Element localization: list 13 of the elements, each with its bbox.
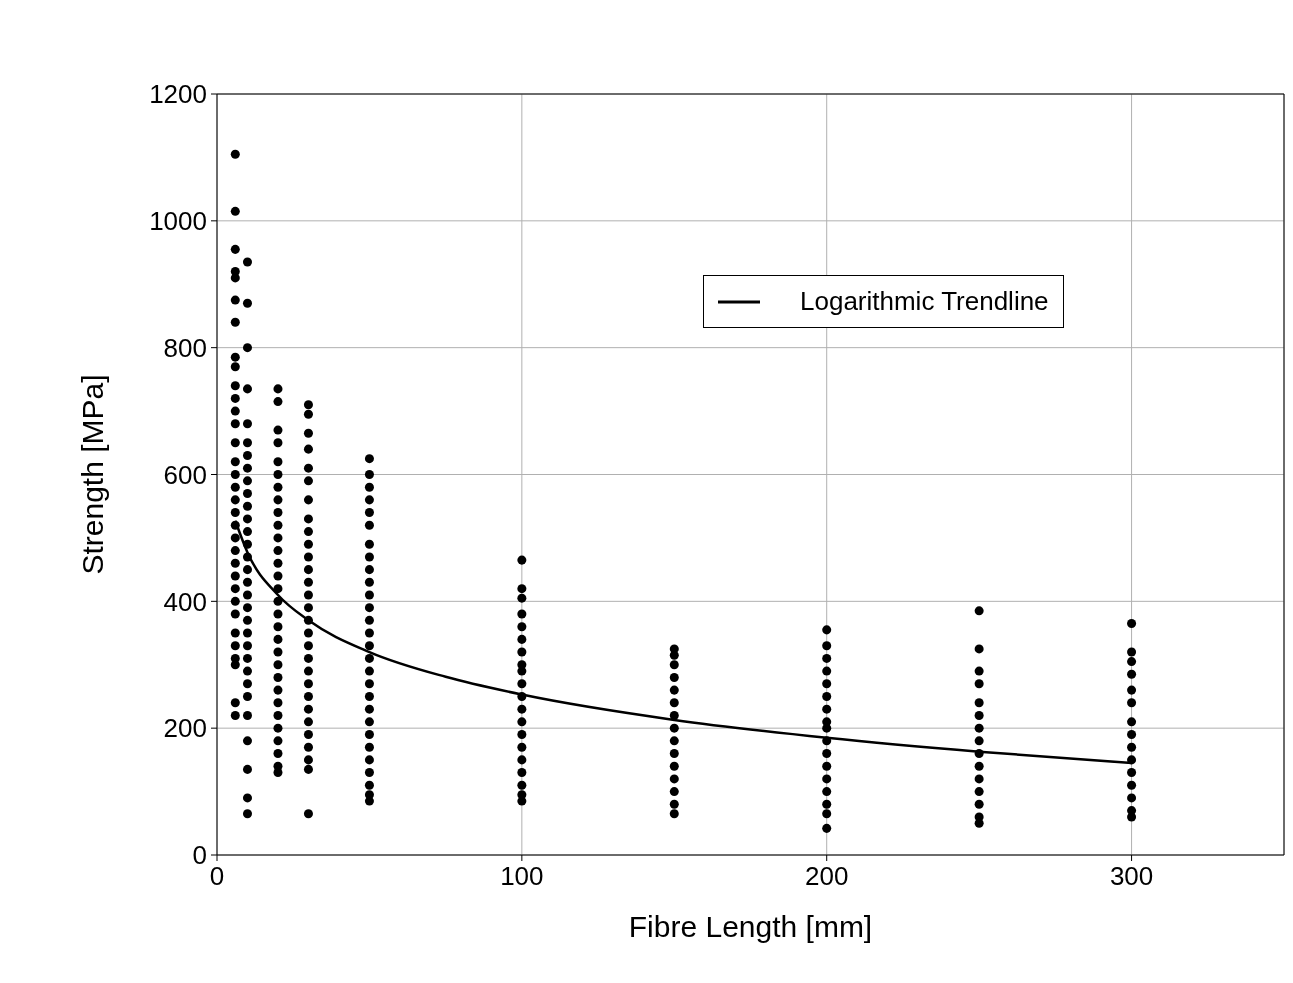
x-tick-label: 300 [1109,861,1154,892]
x-tick-label: 200 [805,861,849,892]
x-tick-label: 100 [500,861,544,892]
y-tick-label: 1000 [149,206,207,237]
y-tick-label: 200 [163,713,207,744]
y-tick-label: 0 [192,840,207,871]
y-tick-label: 1200 [149,79,207,110]
y-tick-label: 400 [163,586,207,617]
x-axis-title: Fibre Length [mm] [628,910,873,943]
legend-label: Logarithmic Trendline [800,286,1049,317]
y-tick-label: 600 [163,459,207,490]
y-axis-title: Strength [MPa] [75,374,109,575]
y-tick-label: 800 [163,332,207,363]
